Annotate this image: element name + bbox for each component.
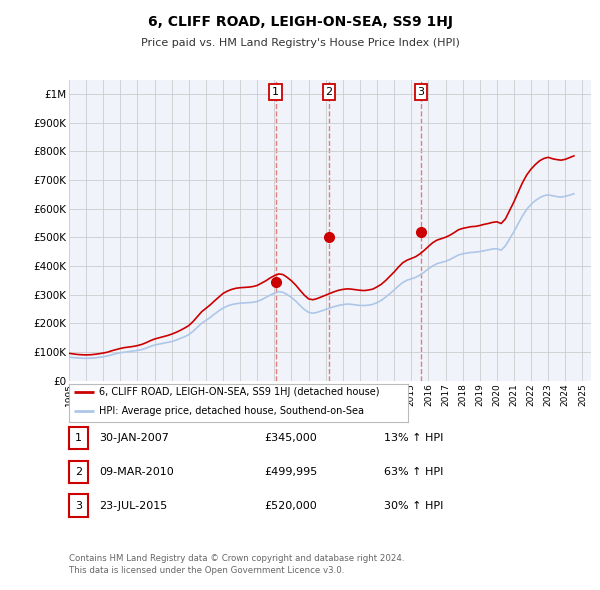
Text: £499,995: £499,995 bbox=[264, 467, 317, 477]
Text: 1: 1 bbox=[272, 87, 279, 97]
Text: 6, CLIFF ROAD, LEIGH-ON-SEA, SS9 1HJ (detached house): 6, CLIFF ROAD, LEIGH-ON-SEA, SS9 1HJ (de… bbox=[99, 387, 379, 397]
Text: 6, CLIFF ROAD, LEIGH-ON-SEA, SS9 1HJ: 6, CLIFF ROAD, LEIGH-ON-SEA, SS9 1HJ bbox=[148, 15, 452, 29]
Text: 3: 3 bbox=[418, 87, 424, 97]
Text: 2: 2 bbox=[75, 467, 82, 477]
Text: Contains HM Land Registry data © Crown copyright and database right 2024.
This d: Contains HM Land Registry data © Crown c… bbox=[69, 554, 404, 575]
Text: £345,000: £345,000 bbox=[264, 433, 317, 442]
Text: 3: 3 bbox=[75, 501, 82, 510]
Text: Price paid vs. HM Land Registry's House Price Index (HPI): Price paid vs. HM Land Registry's House … bbox=[140, 38, 460, 48]
Text: 2: 2 bbox=[325, 87, 332, 97]
Text: 30-JAN-2007: 30-JAN-2007 bbox=[99, 433, 169, 442]
Text: HPI: Average price, detached house, Southend-on-Sea: HPI: Average price, detached house, Sout… bbox=[99, 406, 364, 416]
Text: 09-MAR-2010: 09-MAR-2010 bbox=[99, 467, 174, 477]
Text: £520,000: £520,000 bbox=[264, 501, 317, 510]
Text: 30% ↑ HPI: 30% ↑ HPI bbox=[384, 501, 443, 510]
Text: 13% ↑ HPI: 13% ↑ HPI bbox=[384, 433, 443, 442]
Text: 63% ↑ HPI: 63% ↑ HPI bbox=[384, 467, 443, 477]
Text: 23-JUL-2015: 23-JUL-2015 bbox=[99, 501, 167, 510]
Text: 1: 1 bbox=[75, 433, 82, 442]
